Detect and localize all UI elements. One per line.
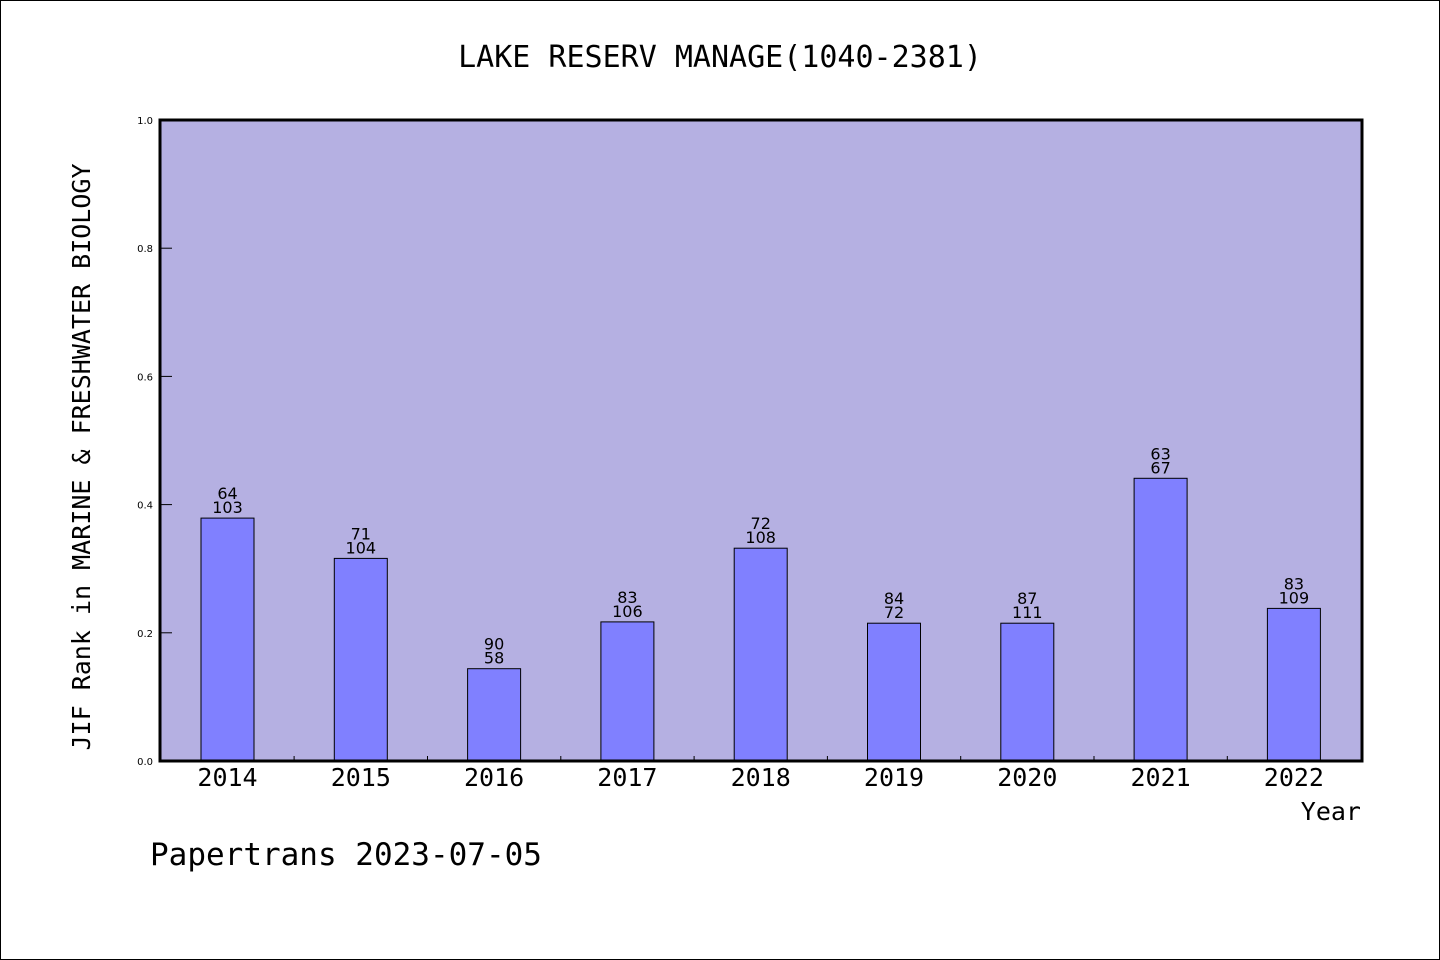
bar-2015 <box>333 557 388 762</box>
bar-total-label-2017: 106 <box>612 602 643 621</box>
bar-rank-label-2020: 87 <box>1017 589 1037 608</box>
plot-border <box>158 118 1364 763</box>
footer-credit: Papertrans 2023-07-05 <box>150 837 542 873</box>
x-tick-label-2022: 2022 <box>1264 763 1324 792</box>
bar-2021 <box>1133 477 1188 762</box>
bar-total-label-2018: 108 <box>745 528 776 547</box>
bar-total-label-2014: 103 <box>212 498 243 517</box>
x-axis-title: Year <box>1301 797 1361 826</box>
bar-rank-label-2018: 72 <box>751 514 771 533</box>
bar-rank-label-2019: 84 <box>884 589 904 608</box>
bar-rank-label-2022: 83 <box>1284 574 1304 593</box>
bar-2020 <box>1000 622 1055 762</box>
y-tick-label-0.6: 0.6 <box>137 372 153 383</box>
bar-2017 <box>600 621 655 762</box>
bar-rank-label-2014: 64 <box>217 484 237 503</box>
x-tick-label-2014: 2014 <box>197 763 257 792</box>
bar-rank-label-2021: 63 <box>1150 444 1170 463</box>
y-tick-label-0.8: 0.8 <box>137 244 153 255</box>
bar-rank-label-2016: 90 <box>484 635 504 654</box>
bar-2022 <box>1266 607 1321 762</box>
y-tick-label-0.4: 0.4 <box>137 501 153 512</box>
bar-total-label-2019: 72 <box>884 603 904 622</box>
x-tick-label-2017: 2017 <box>597 763 657 792</box>
bar-total-label-2016: 58 <box>484 649 504 668</box>
bar-2014 <box>200 517 255 762</box>
bar-total-label-2020: 111 <box>1012 603 1043 622</box>
y-tick-label-0.0: 0.0 <box>137 757 153 768</box>
y-tick-label-1.0: 1.0 <box>137 116 153 127</box>
x-tick-label-2016: 2016 <box>464 763 524 792</box>
bar-rank-label-2015: 71 <box>351 524 371 543</box>
x-tick-label-2021: 2021 <box>1130 763 1190 792</box>
x-axis: 2014 2015 2016 2017 2018 2019 2020 2021 2022 <box>197 756 1324 792</box>
x-tick-label-2018: 2018 <box>731 763 791 792</box>
x-tick-label-2019: 2019 <box>864 763 924 792</box>
bar-2016 <box>467 668 522 762</box>
y-axis-title: JIF Rank in MARINE & FRESHWATER BIOLOGY <box>67 164 96 751</box>
chart-title: LAKE RESERV MANAGE(1040-2381) <box>458 40 982 75</box>
bar-total-label-2022: 109 <box>1279 588 1310 607</box>
bar-labels-layer: 6410371104905883106721088472871116367831… <box>212 444 1309 667</box>
x-tick-label-2020: 2020 <box>997 763 1057 792</box>
bar-total-label-2021: 67 <box>1150 458 1170 477</box>
bar-rank-label-2017: 83 <box>617 588 637 607</box>
bar-total-label-2015: 104 <box>346 538 377 557</box>
bars-layer <box>200 477 1321 762</box>
y-tick-label-0.2: 0.2 <box>137 629 153 640</box>
bar-2018 <box>733 547 788 762</box>
bar-2019 <box>867 622 921 762</box>
y-axis: 0.0 0.2 0.4 0.6 0.8 1.0 <box>137 116 172 768</box>
x-tick-label-2015: 2015 <box>331 763 391 792</box>
